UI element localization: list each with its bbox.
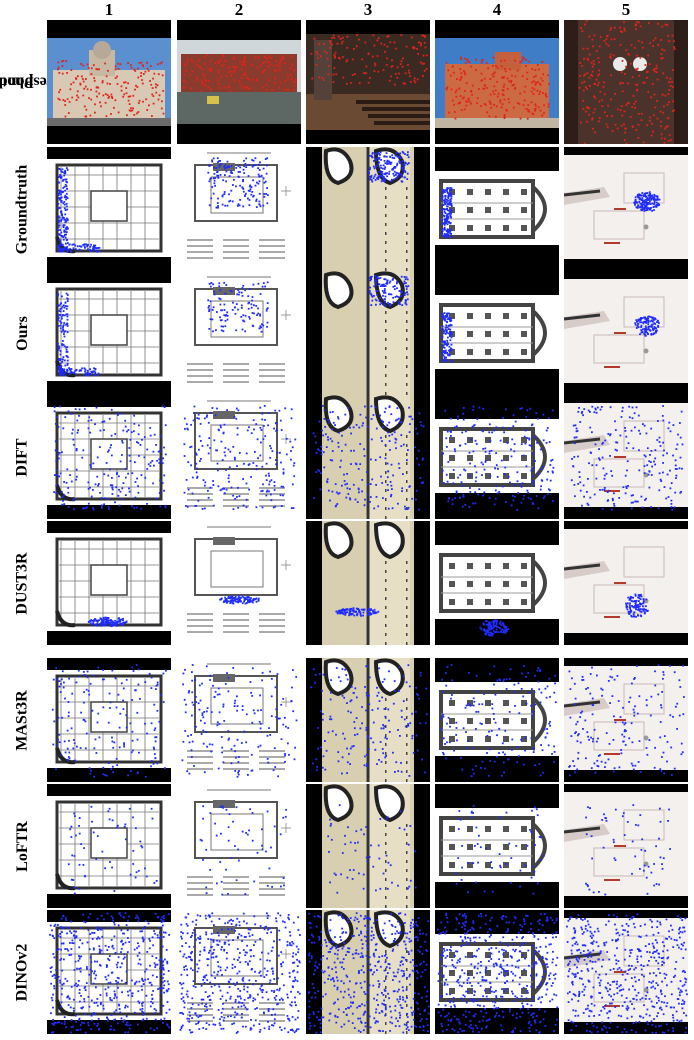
row-label-dift: DIFT: [13, 437, 31, 477]
column-header-2: 2: [234, 0, 244, 19]
cell-photo-col-4: [435, 20, 559, 144]
row-label-mast3r: MASt3R: [13, 689, 31, 751]
cell-loftr-col-2: [177, 784, 301, 908]
row-label-ours: Ours: [13, 315, 31, 351]
cell-dust3r-col-4: [435, 521, 559, 645]
cell-dift-col-1: [47, 395, 171, 519]
cell-dinov2-col-3: [306, 910, 430, 1034]
cell-dinov2-col-2: [177, 910, 301, 1034]
cell-groundtruth-col-2: [177, 147, 301, 271]
row-label-loftr: LoFTR: [13, 820, 31, 872]
column-header-4: 4: [492, 0, 502, 19]
cell-loftr-col-5: [564, 784, 688, 908]
row-label-photo: Photo+ Correspondence: [0, 73, 93, 91]
cell-photo-col-3: [306, 20, 430, 144]
cell-mast3r-col-5: [564, 658, 688, 782]
cell-ours-col-3: [306, 271, 430, 395]
cell-dust3r-col-2: [177, 521, 301, 645]
cell-mast3r-col-3: [306, 658, 430, 782]
cell-dinov2-col-5: [564, 910, 688, 1034]
cell-loftr-col-3: [306, 784, 430, 908]
cell-dust3r-col-1: [47, 521, 171, 645]
cell-photo-col-2: [177, 20, 301, 144]
cell-dinov2-col-4: [435, 910, 559, 1034]
row-label-groundtruth: Groundtruth: [13, 164, 31, 254]
cell-groundtruth-col-5: [564, 147, 688, 271]
cell-dinov2-col-1: [47, 910, 171, 1034]
cell-ours-col-4: [435, 271, 559, 395]
cell-dust3r-col-5: [564, 521, 688, 645]
cell-mast3r-col-1: [47, 658, 171, 782]
cell-ours-col-2: [177, 271, 301, 395]
cell-ours-col-1: [47, 271, 171, 395]
cell-dift-col-4: [435, 395, 559, 519]
cell-groundtruth-col-3: [306, 147, 430, 271]
column-header-5: 5: [621, 0, 631, 19]
cell-mast3r-col-2: [177, 658, 301, 782]
cell-loftr-col-4: [435, 784, 559, 908]
cell-loftr-col-1: [47, 784, 171, 908]
cell-groundtruth-col-4: [435, 147, 559, 271]
row-label-dust3r: DUST3R: [13, 551, 31, 615]
cell-dift-col-2: [177, 395, 301, 519]
cell-mast3r-col-4: [435, 658, 559, 782]
cell-dift-col-3: [306, 395, 430, 519]
cell-groundtruth-col-1: [47, 147, 171, 271]
cell-dift-col-5: [564, 395, 688, 519]
column-header-1: 1: [104, 0, 114, 19]
column-header-3: 3: [363, 0, 373, 19]
row-label-dinov2: DINOv2: [13, 943, 31, 1001]
cell-photo-col-5: [564, 20, 688, 144]
cell-photo-col-1: [47, 20, 171, 144]
cell-ours-col-5: [564, 271, 688, 395]
cell-dust3r-col-3: [306, 521, 430, 645]
